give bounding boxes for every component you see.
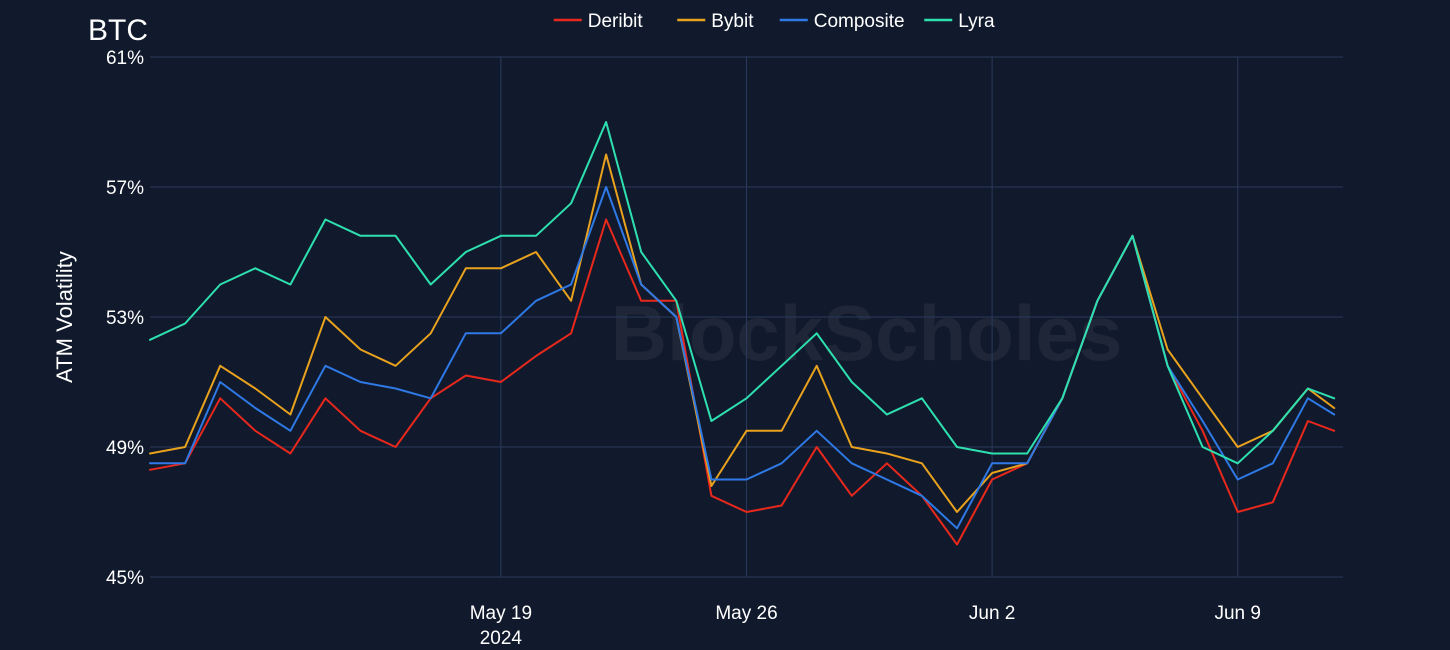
y-tick-label: 53% bbox=[106, 308, 144, 329]
y-tick-label: 45% bbox=[106, 568, 144, 589]
series-line-lyra bbox=[149, 121, 1336, 465]
series-line-deribit bbox=[149, 218, 1336, 546]
chart-title: BTC bbox=[88, 14, 148, 47]
y-tick-label: 57% bbox=[106, 178, 144, 199]
x-tick-label: May 26 bbox=[715, 603, 777, 624]
legend-label-deribit: Deribit bbox=[588, 11, 644, 32]
legend-label-composite: Composite bbox=[814, 11, 905, 32]
x-tick-sublabel: 2024 bbox=[480, 628, 523, 649]
watermark: BlockScholes bbox=[611, 289, 1123, 377]
y-axis-label: ATM Volatility bbox=[52, 251, 77, 383]
y-tick-label: 49% bbox=[106, 438, 144, 459]
y-tick-label: 61% bbox=[106, 48, 144, 69]
legend-label-lyra: Lyra bbox=[958, 11, 995, 32]
x-tick-label: Jun 2 bbox=[969, 603, 1015, 624]
legend-label-bybit: Bybit bbox=[711, 11, 754, 32]
x-tick-label: May 19 bbox=[470, 603, 532, 624]
series-line-bybit bbox=[149, 153, 1336, 513]
x-tick-label: Jun 9 bbox=[1214, 603, 1260, 624]
